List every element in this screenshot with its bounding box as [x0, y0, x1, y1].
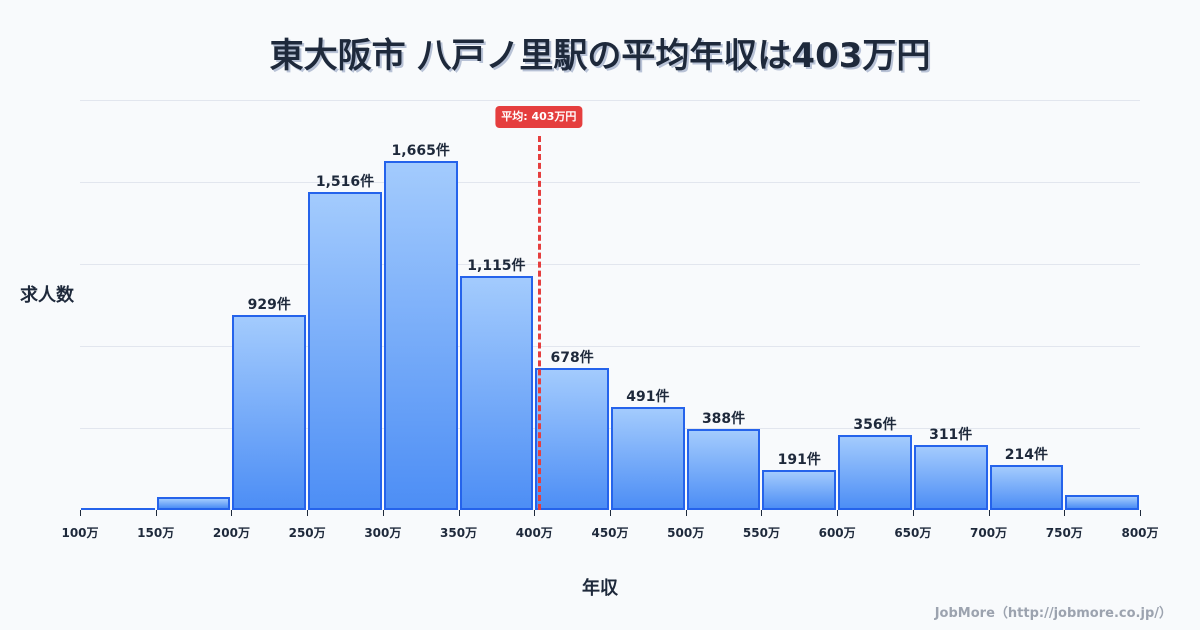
gridline — [80, 182, 1140, 183]
x-tick — [912, 510, 914, 516]
x-tick — [155, 510, 157, 516]
x-tick-label: 450万 — [591, 526, 629, 540]
bar-value-label: 1,115件 — [467, 258, 526, 275]
x-tick-label: 300万 — [364, 526, 402, 540]
x-tick-label: 150万 — [137, 526, 175, 540]
bar-value-label: 678件 — [550, 349, 594, 366]
x-tick-label: 600万 — [818, 526, 856, 540]
chart-title: 東大阪市 八戸ノ里駅の平均年収は403万円 — [269, 36, 931, 76]
gridline — [80, 346, 1140, 347]
bar-value-label: 491件 — [626, 389, 670, 406]
x-tick — [231, 510, 233, 516]
histogram-bar — [989, 465, 1064, 510]
x-tick — [382, 510, 384, 516]
histogram-bar — [611, 407, 685, 510]
x-tick-label: 100万 — [61, 526, 99, 540]
x-tick — [534, 510, 536, 516]
histogram-bar — [913, 444, 988, 510]
x-axis-label: 年収 — [582, 578, 618, 599]
x-tick-label: 250万 — [288, 526, 326, 540]
bar-value-label: 191件 — [777, 451, 821, 468]
histogram-bar — [81, 508, 155, 510]
bar-value-label: 356件 — [853, 417, 897, 434]
x-tick-label: 650万 — [894, 526, 932, 540]
histogram-bar — [308, 192, 382, 510]
x-tick — [458, 510, 460, 516]
gridline — [80, 428, 1140, 429]
histogram-bar — [838, 435, 912, 510]
average-line — [537, 136, 541, 510]
x-tick — [610, 510, 611, 516]
histogram-bar — [156, 497, 231, 510]
x-tick — [837, 510, 839, 516]
histogram-bar — [535, 367, 609, 510]
x-tick — [307, 510, 309, 516]
x-tick-label: 350万 — [440, 526, 478, 540]
source-credit: JobMore（http://jobmore.co.jp/） — [934, 606, 1172, 621]
x-tick — [1140, 510, 1141, 516]
x-tick-label: 750万 — [1045, 526, 1083, 540]
x-tick-label: 800万 — [1121, 526, 1159, 540]
bar-value-label: 1,516件 — [315, 174, 375, 191]
x-tick-label: 500万 — [667, 526, 705, 540]
x-tick-label: 550万 — [742, 526, 780, 540]
x-tick — [685, 510, 687, 516]
gridline — [80, 264, 1140, 265]
y-axis-label: 求人数 — [20, 285, 74, 306]
histogram-bar — [762, 469, 837, 510]
average-badge: 平均: 403万円 — [495, 106, 583, 128]
x-tick-label: 400万 — [515, 526, 553, 540]
bar-value-label: 1,665件 — [391, 142, 450, 159]
histogram-bar — [232, 315, 307, 510]
bar-value-label: 311件 — [929, 426, 973, 443]
histogram-bar — [459, 276, 534, 510]
x-tick — [761, 510, 763, 516]
bar-value-label: 388件 — [701, 410, 746, 427]
gridline — [80, 100, 1140, 101]
histogram-bar — [686, 428, 761, 510]
bar-value-label: 929件 — [247, 297, 291, 314]
x-tick — [1064, 510, 1066, 516]
histogram-bar — [383, 160, 458, 510]
histogram-bar — [1065, 495, 1139, 510]
x-tick-label: 200万 — [212, 526, 250, 540]
x-tick-label: 700万 — [970, 526, 1008, 540]
x-tick — [80, 510, 81, 516]
x-tick — [988, 510, 990, 516]
bar-value-label: 214件 — [1004, 447, 1049, 464]
plot-area: 929件 1,516件 1,665件 1,115件 678件 491件 388件 191件 35… — [61, 100, 1159, 540]
